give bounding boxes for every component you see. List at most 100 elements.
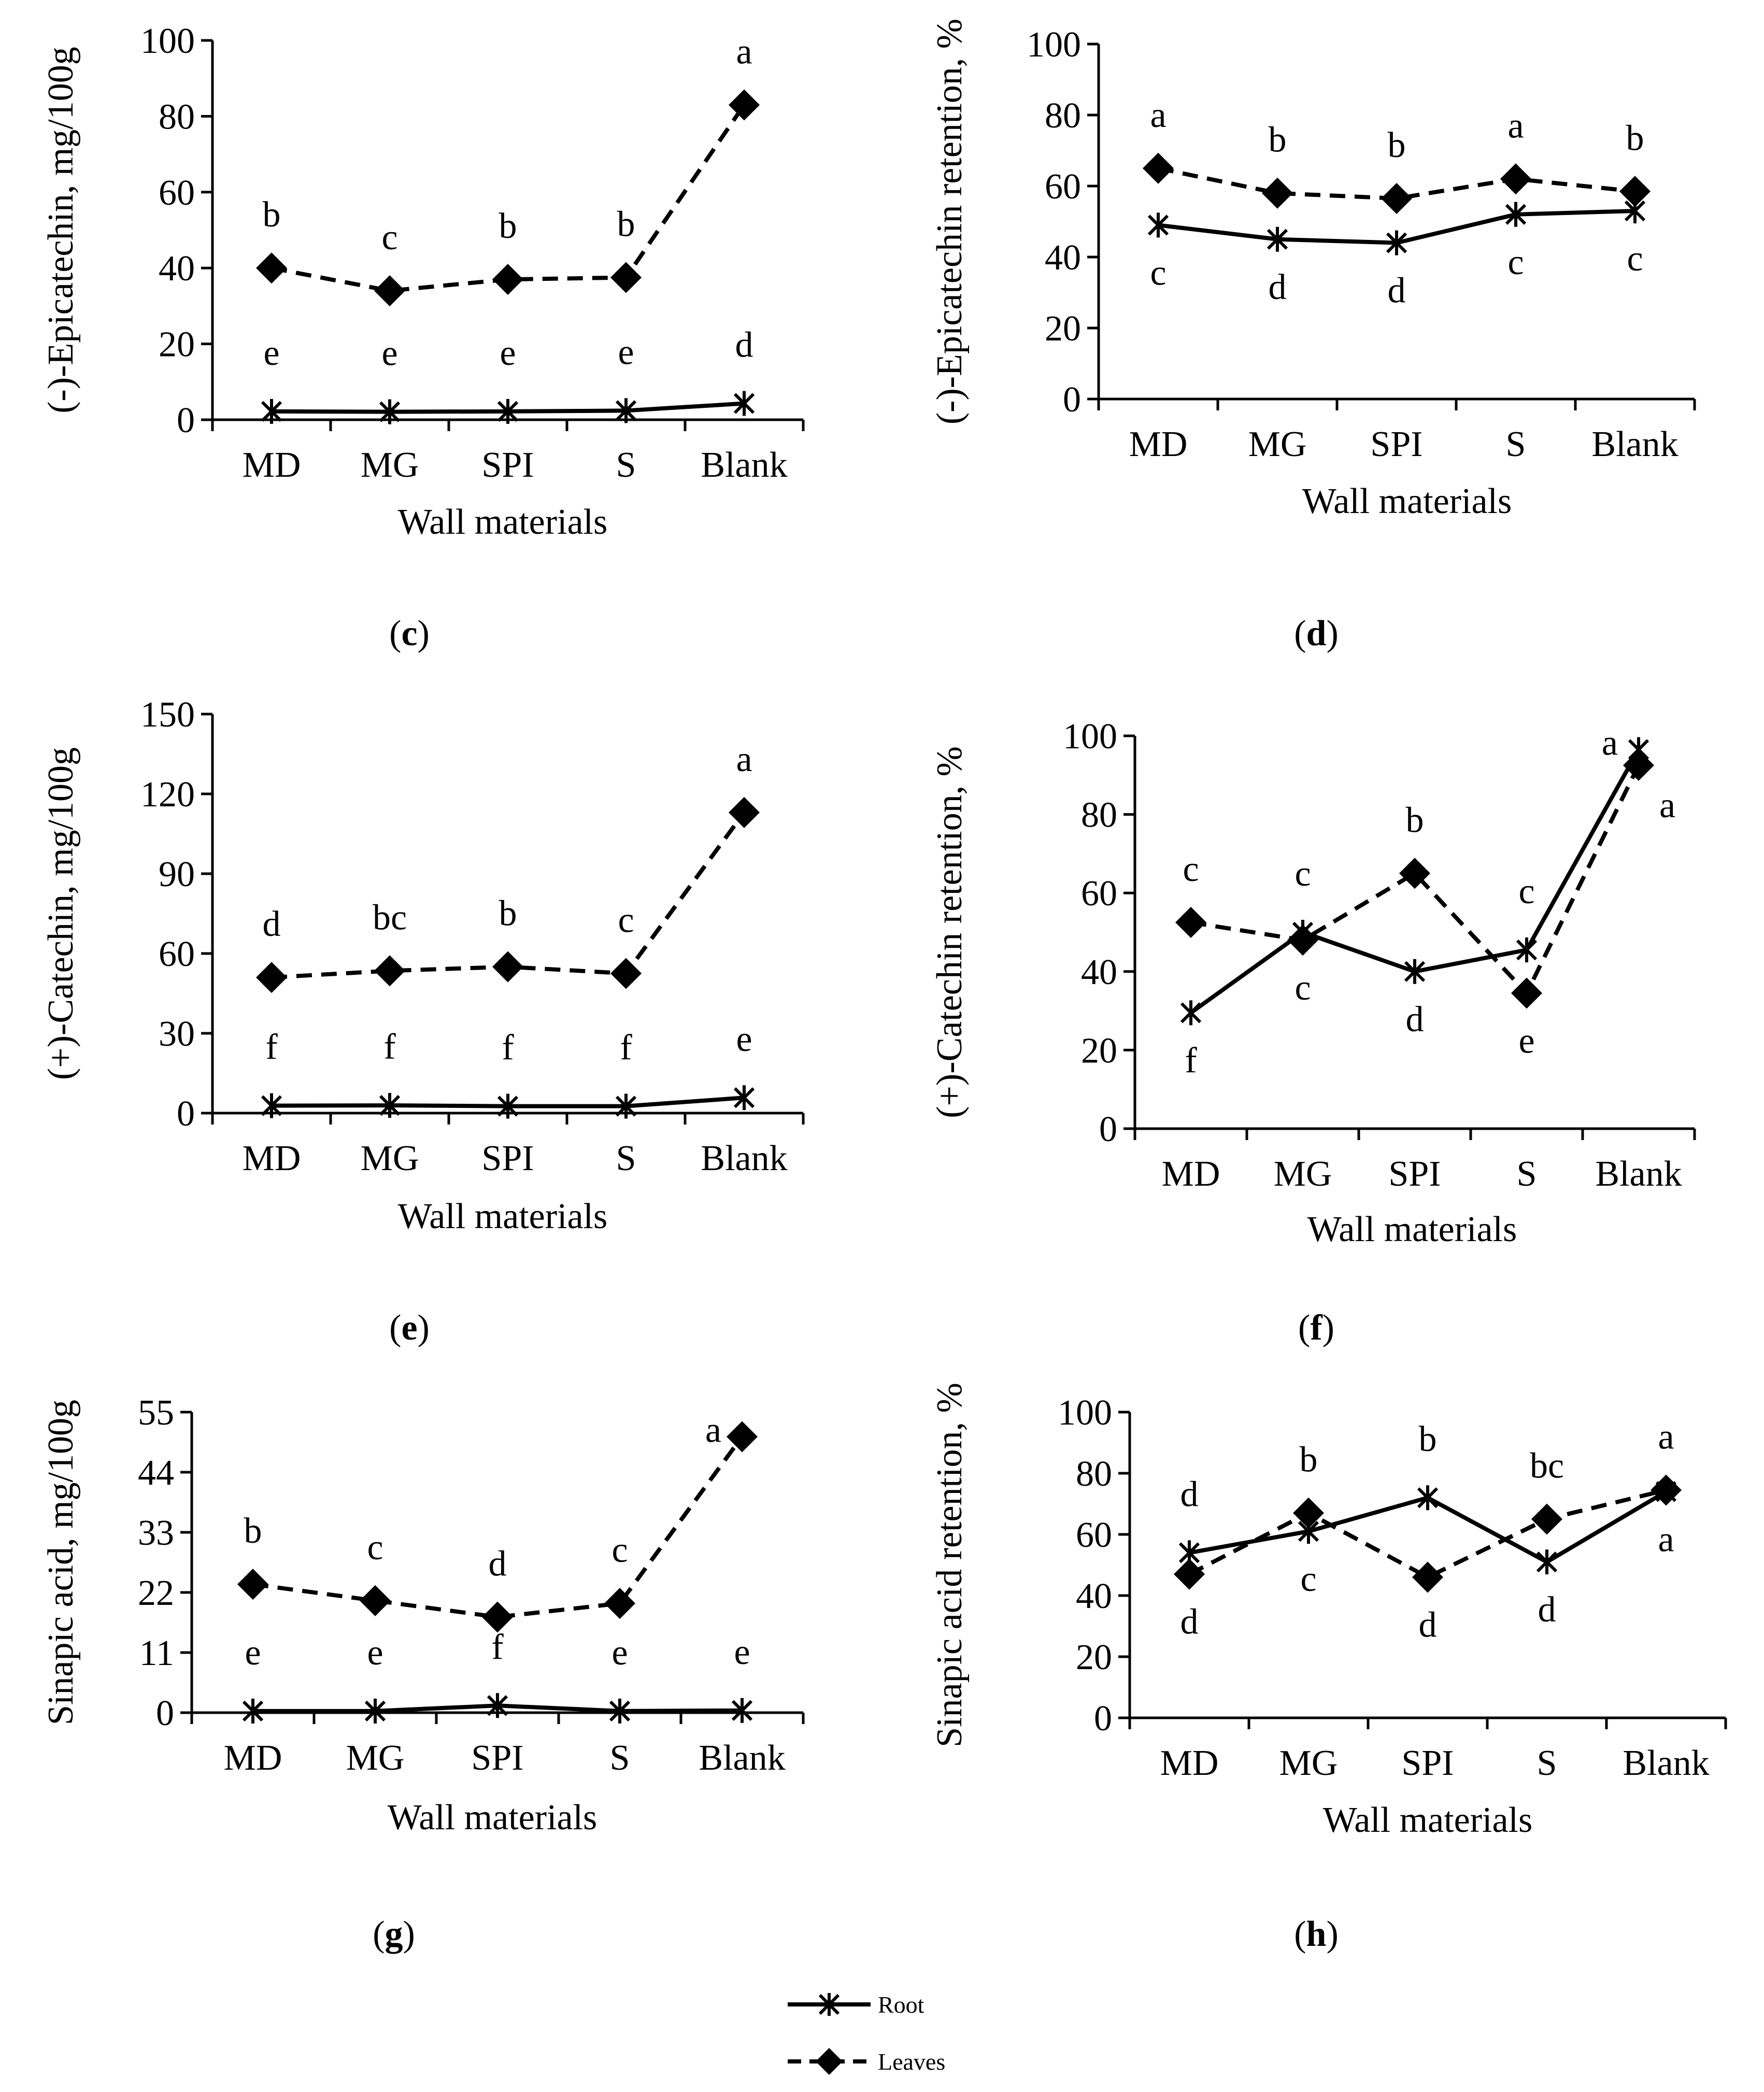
leaves-point — [1174, 1558, 1205, 1590]
root-significance-letter: e — [500, 333, 516, 373]
leaves-point — [1381, 182, 1412, 214]
series-root: c d dc c — [1147, 198, 1646, 311]
leaves-significance-letter: d — [489, 1544, 507, 1584]
leaves-point — [1651, 1474, 1682, 1506]
x-tick-label: MD — [224, 1738, 282, 1778]
x-axis-label: Wall materials — [1323, 1800, 1532, 1840]
leaves-significance-letter: b — [499, 206, 517, 246]
root-significance-letter: d — [1180, 1474, 1199, 1514]
leaves-point — [729, 796, 760, 828]
x-tick-label: MG — [361, 1138, 419, 1178]
leaves-significance-letter: bc — [373, 898, 407, 937]
series-root: f c d c a — [1180, 723, 1649, 1080]
root-point — [242, 1698, 264, 1724]
y-tick-label: 150 — [140, 695, 195, 735]
root-significance-letter: c — [1294, 854, 1311, 894]
leaves-significance-letter: b — [1269, 120, 1287, 160]
leaves-line — [271, 104, 746, 293]
x-tick-label: S — [1517, 1154, 1537, 1194]
y-tick-label: 0 — [156, 1693, 174, 1733]
leaves-point — [1619, 176, 1651, 207]
legend-entry-root: Root — [788, 1991, 924, 2018]
x-tick-label: MD — [1129, 424, 1188, 464]
root-point — [1505, 202, 1527, 227]
y-tick-label: 40 — [1076, 1576, 1112, 1616]
y-tick-label: 55 — [138, 1393, 174, 1433]
root-point — [487, 1693, 508, 1718]
chart-panel-c: 0 20 40 60 80 100 MD MG SPI S Blank Wall materials (… — [41, 21, 805, 653]
leaves-significance-letter: c — [367, 1528, 383, 1568]
root-significance-letter: c — [1300, 1559, 1316, 1599]
legend-leaves-label: Leaves — [878, 2048, 945, 2075]
y-tick-label: 80 — [1081, 795, 1117, 835]
leaves-significance-letter: b — [617, 205, 635, 245]
leaves-significance-letter: a — [1507, 106, 1524, 146]
leaves-significance-letter: d — [263, 904, 281, 944]
leaves-significance-letter: a — [705, 1410, 721, 1450]
x-tick-label: SPI — [481, 1138, 534, 1178]
leaves-point — [1262, 177, 1293, 209]
root-significance-letter: c — [1507, 243, 1524, 282]
leaves-significance-letter: b — [244, 1511, 262, 1551]
x-tick-label: MD — [1160, 1743, 1219, 1783]
y-tick-label: 100 — [140, 21, 195, 61]
x-tick-label: SPI — [1388, 1154, 1441, 1194]
leaves-point — [610, 958, 642, 989]
y-tick-label: 22 — [138, 1573, 174, 1613]
panel-tag: (h) — [1294, 1914, 1339, 1954]
x-tick-label: Blank — [701, 445, 787, 485]
root-significance-letter: a — [1658, 1519, 1674, 1559]
leaves-significance-letter: bc — [1530, 1446, 1564, 1486]
root-significance-letter: c — [1518, 872, 1534, 912]
x-tick-label: Blank — [1591, 424, 1678, 464]
y-axis-label: Sinapic acid retention, % — [930, 1383, 970, 1747]
x-tick-label: MD — [243, 1138, 301, 1178]
panel-tag: (e) — [389, 1308, 430, 1348]
x-tick-label: MD — [243, 445, 301, 485]
leaves-significance-letter: a — [1150, 95, 1166, 135]
x-tick-label: SPI — [1370, 424, 1422, 464]
leaves-significance-letter: a — [736, 739, 752, 779]
root-significance-letter: f — [383, 1027, 396, 1067]
leaves-significance-letter: a — [1659, 786, 1675, 826]
x-tick-label: MG — [361, 445, 419, 485]
leaves-significance-letter: b — [499, 894, 517, 934]
x-axis-label: Wall materials — [388, 1798, 597, 1838]
root-significance-letter: e — [263, 333, 279, 373]
x-tick-label: S — [1537, 1743, 1557, 1783]
root-significance-letter: e — [245, 1633, 261, 1673]
leaves-point — [256, 252, 287, 284]
leaves-significance-letter: d — [1419, 1605, 1437, 1645]
leaves-point — [1412, 1561, 1443, 1593]
y-tick-label: 40 — [159, 249, 195, 289]
y-tick-label: 0 — [1099, 1109, 1117, 1149]
y-tick-label: 80 — [1076, 1454, 1112, 1494]
leaves-line — [1158, 166, 1635, 201]
x-tick-label: Blank — [701, 1138, 787, 1178]
leaves-point — [1175, 907, 1206, 938]
legend-root-marker — [818, 1993, 840, 2016]
root-point — [1267, 226, 1288, 252]
leaves-point — [610, 262, 642, 293]
y-tick-label: 0 — [177, 1094, 195, 1134]
leaves-significance-letter: b — [1406, 800, 1424, 840]
x-tick-label: S — [616, 445, 636, 485]
y-tick-label: 60 — [159, 934, 195, 974]
leaves-significance-letter: c — [611, 1530, 628, 1570]
leaves-point — [1500, 163, 1531, 195]
series-leaves: b c d c a — [237, 1410, 758, 1633]
leaves-point — [729, 89, 760, 121]
root-point — [615, 398, 637, 423]
leaves-significance-letter: a — [1658, 1417, 1674, 1457]
chart-panel-h: 0 20 40 60 80 100 MD MG SPI S Blank Wall materials S… — [930, 1383, 1727, 1954]
root-point — [1147, 212, 1169, 238]
root-point — [609, 1698, 631, 1724]
x-tick-label: SPI — [1401, 1743, 1454, 1783]
root-significance-letter: f — [265, 1028, 278, 1068]
root-point — [497, 1093, 519, 1119]
root-point — [497, 399, 519, 424]
root-point — [1404, 959, 1426, 984]
y-axis-label: (+)-Catechin retention, % — [930, 746, 970, 1118]
leaves-point — [1293, 1497, 1324, 1529]
